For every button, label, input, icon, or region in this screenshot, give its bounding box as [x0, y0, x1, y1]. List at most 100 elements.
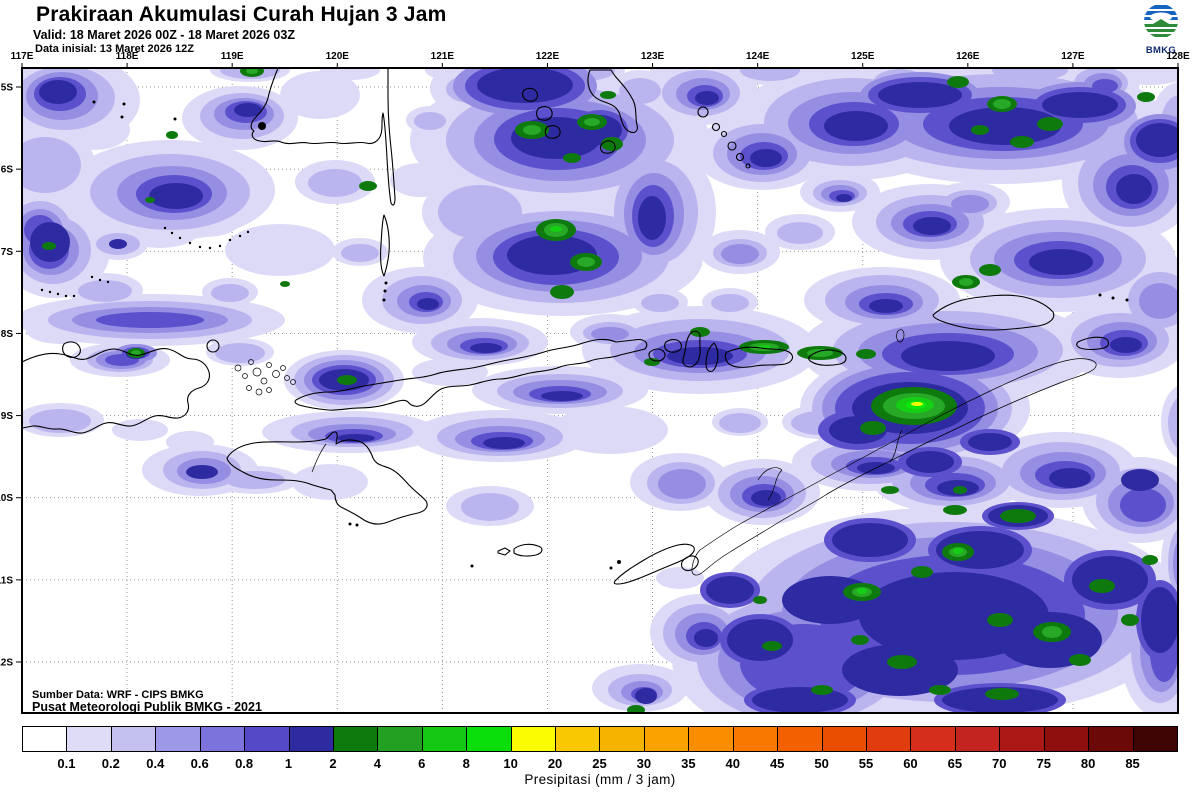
colorbar-label: 0.4: [146, 756, 165, 771]
lon-axis: 117E 118E 119E 120E 121E 122E 123E 124E 125E 126E…: [11, 51, 1190, 68]
colorbar-label: 0.8: [235, 756, 254, 771]
colorbar-label: 40: [725, 756, 740, 771]
colorbar-segment: 80: [1044, 727, 1095, 771]
rain-blob: [753, 596, 767, 604]
rain-blob: [1137, 92, 1155, 102]
rain-blob: [635, 688, 657, 704]
islet-dot-sabu: [470, 564, 474, 568]
colorbar-segment: 8: [422, 727, 470, 771]
rain-blob: [477, 68, 573, 103]
coastline-tukangbesi-chain: [697, 106, 751, 169]
coastline-selayar: [380, 214, 390, 277]
coastline-atauro: [896, 329, 905, 343]
rain-blob: [320, 68, 380, 80]
coastline-sulawesi: [250, 68, 396, 206]
lon-tick-label: 127E: [1061, 51, 1085, 62]
colorbar-label: 55: [858, 756, 874, 771]
rain-blob: [550, 226, 562, 232]
rain-blob: [1142, 555, 1158, 565]
coastline-komodo-cluster: [234, 359, 296, 396]
coastline-sumba: [226, 431, 428, 525]
rain-blob: [856, 349, 876, 359]
rain-blob: [470, 343, 502, 353]
rain-blob: [857, 588, 867, 594]
coastline-island-group-b: [587, 69, 638, 154]
rain-blob: [627, 705, 645, 713]
rain-blob: [947, 76, 969, 88]
rain-blob: [721, 244, 759, 264]
rain-blob: [971, 125, 989, 135]
colorbar-segment: 0.8: [200, 727, 253, 771]
lon-tick-label: 124E: [746, 51, 770, 62]
rain-blob: [1069, 654, 1091, 666]
rain-blob: [1037, 117, 1063, 131]
rain-blob: [869, 299, 903, 313]
rain-blob: [911, 402, 923, 406]
lat-tick-label: 11S: [0, 575, 13, 586]
rain-blob: [694, 629, 718, 647]
lat-tick-label: 9S: [1, 411, 14, 422]
rain-blob: [953, 486, 967, 494]
rain-blob: [719, 413, 761, 433]
rain-blob: [750, 149, 782, 167]
rain-blob: [942, 687, 1058, 713]
rain-blob: [1180, 554, 1190, 582]
islet-dots-nw: [40, 100, 250, 298]
logo-text: BMKG: [1145, 45, 1177, 56]
rain-blob: [211, 284, 249, 302]
colorbar: 0.1 0.2 0.4 0.6 0.8 1 2 4 6 8 10 20 25 30 35 40 45 50 55 60…: [22, 726, 1178, 771]
islet-dots-rote: [609, 560, 621, 570]
coastline-solor-lembata: [648, 330, 719, 373]
rain-blob: [341, 244, 379, 262]
colorbar-segment: 55: [822, 727, 873, 771]
rain-blob: [591, 327, 629, 341]
colorbar-label: 35: [681, 756, 696, 771]
colorbar-segment: 4: [333, 727, 381, 771]
lat-axis: 5S 6S 7S 8S 9S 10S 11S 12S: [0, 83, 22, 669]
colorbar-segment: 6: [378, 727, 425, 771]
colorbar-label: 85: [1125, 756, 1140, 771]
colorbar-label: 30: [636, 756, 652, 771]
lon-tick-label: 119E: [221, 51, 244, 62]
rain-blob: [878, 82, 962, 108]
rain-blob: [695, 91, 719, 105]
lat-tick-label: 5S: [1, 83, 14, 94]
rain-blob: [1110, 337, 1142, 353]
colorbar-segment: 0.2: [67, 727, 120, 771]
rain-blob: [1168, 397, 1178, 449]
rain-blob: [987, 613, 1013, 627]
rain-blob: [832, 523, 908, 557]
map-border: [21, 67, 1179, 714]
colorbar-segment: 0.4: [111, 727, 164, 771]
rain-blob: [96, 312, 204, 328]
colorbar-segment: 25: [556, 727, 607, 771]
colorbar-segment: 45: [733, 727, 784, 771]
colorbar-segment: 20: [511, 727, 562, 771]
rain-blob: [417, 298, 439, 310]
rain-blob: [601, 137, 623, 151]
rain-blob: [824, 111, 888, 141]
rain-blob: [1141, 587, 1178, 653]
lon-tick-label: 120E: [326, 51, 350, 62]
coastline-rote: [613, 543, 695, 585]
rain-blob: [234, 103, 262, 117]
colorbar-segment: 85: [1089, 727, 1140, 771]
rain-blob: [1000, 509, 1036, 523]
sumba-internal-border: [311, 443, 327, 473]
rain-blob: [292, 464, 368, 500]
lat-tick-label: 12S: [0, 658, 13, 669]
rain-blob: [711, 294, 749, 312]
rain-blob: [42, 242, 56, 250]
rain-blob: [246, 68, 258, 74]
rain-blob: [860, 421, 886, 435]
rain-blob: [836, 194, 852, 202]
rain-blob: [337, 375, 357, 385]
rain-blob: [656, 567, 704, 589]
rain-blob: [658, 469, 706, 499]
rain-blob: [929, 685, 951, 695]
colorbar-segment: 35: [644, 727, 696, 771]
rain-blob: [1029, 249, 1093, 275]
island-dot: [258, 122, 266, 130]
colorbar-segment: 60: [867, 727, 918, 771]
